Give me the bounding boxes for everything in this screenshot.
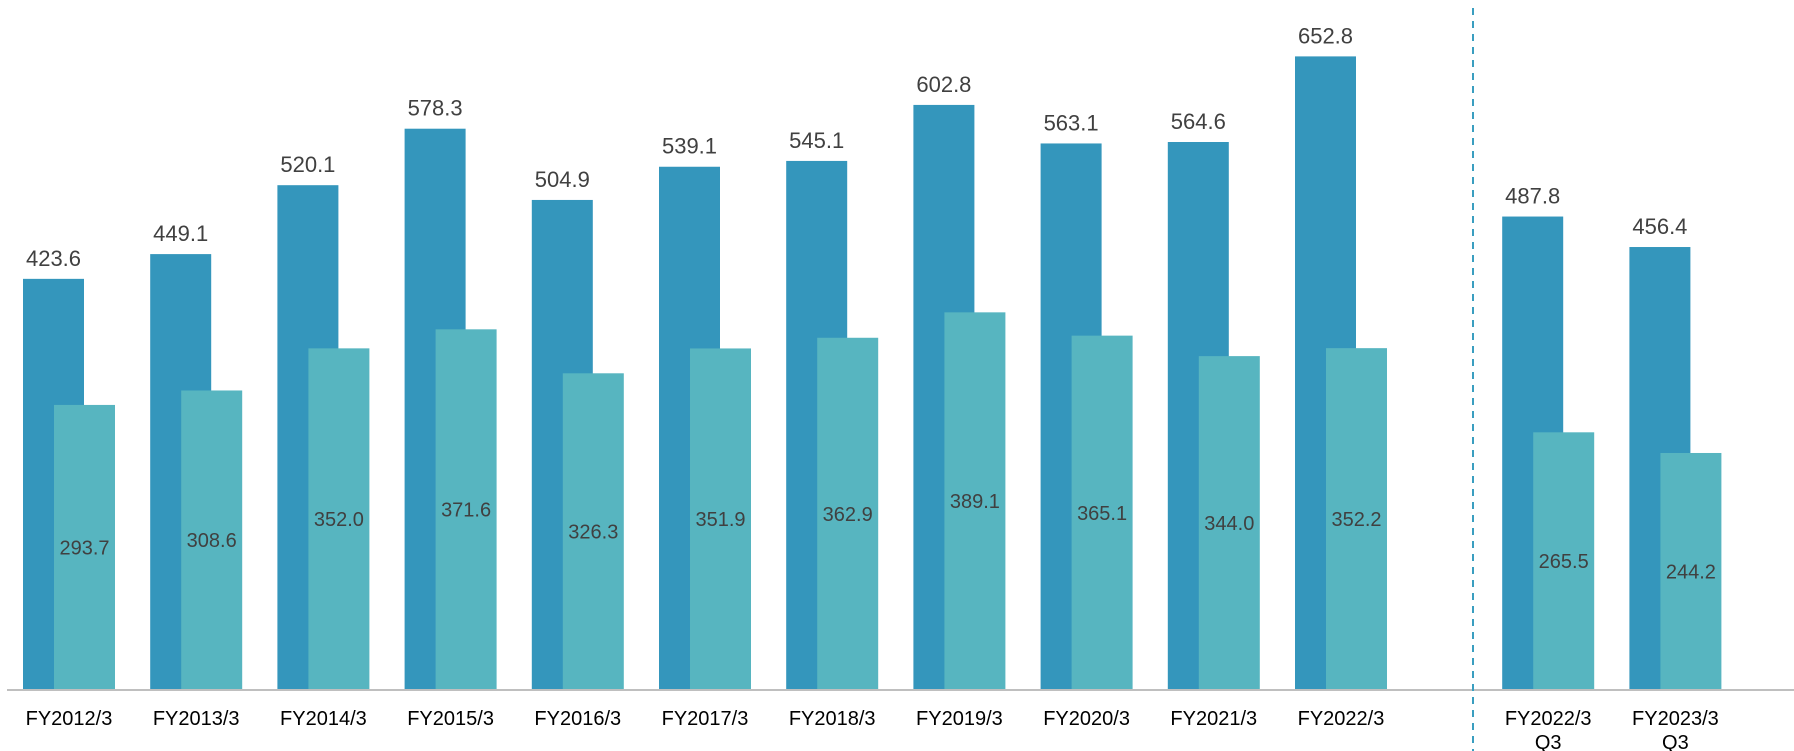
x-tick-label: FY2017/3: [662, 708, 749, 730]
data-label-series-2: 326.3: [568, 522, 618, 544]
data-label-series-2: 265.5: [1539, 551, 1589, 573]
x-tick-label: FY2013/3: [153, 708, 240, 730]
data-label-series-2: 352.0: [314, 509, 364, 531]
data-label-series-1: 545.1: [789, 128, 844, 153]
bar-series-2: [1198, 356, 1260, 690]
x-tick-label: FY2022/3 Q3: [1505, 708, 1592, 751]
x-tick-label: FY2016/3: [534, 708, 621, 730]
bar-series-2: [435, 329, 497, 690]
bar-series-2: [1071, 335, 1133, 690]
bar-series-2: [308, 348, 370, 690]
data-label-series-1: 652.8: [1298, 23, 1353, 48]
bar-series-2: [562, 373, 624, 690]
data-label-series-1: 539.1: [662, 134, 717, 159]
data-label-series-1: 564.6: [1171, 109, 1226, 134]
bar-series-2: [690, 348, 751, 690]
data-label-series-2: 293.7: [59, 537, 109, 559]
data-label-series-1: 520.1: [280, 152, 335, 177]
x-tick-label: FY2012/3: [26, 708, 113, 730]
data-label-series-2: 365.1: [1077, 503, 1127, 525]
bar-series-2: [817, 337, 879, 690]
x-tick-label: FY2022/3: [1298, 708, 1385, 730]
data-label-series-1: 578.3: [408, 96, 463, 121]
data-label-series-2: 244.2: [1666, 561, 1716, 583]
data-label-series-2: 351.9: [695, 509, 745, 531]
bars-layer: [23, 56, 1722, 691]
labels-layer: 423.6 293.7 449.1 308.6 520.1 352.0 578.3 371.6…: [26, 23, 1716, 583]
x-tick-label: FY2020/3: [1043, 708, 1130, 730]
data-label-series-1: 423.6: [26, 246, 81, 271]
data-label-series-2: 371.6: [441, 500, 491, 522]
x-tick-label: FY2014/3: [280, 708, 367, 730]
data-label-series-2: 308.6: [187, 530, 237, 552]
data-label-series-1: 449.1: [153, 221, 208, 246]
bar-series-2: [1533, 432, 1595, 690]
data-label-series-2: 389.1: [950, 491, 1000, 513]
bar-series-2: [1660, 452, 1722, 690]
data-label-series-2: 352.2: [1331, 509, 1381, 531]
data-label-series-1: 563.1: [1044, 110, 1099, 135]
axis-layer: FY2012/3 FY2013/3 FY2014/3 FY2015/3 FY2016/3…: [7, 8, 1794, 751]
bar-series-2: [1326, 348, 1387, 690]
data-label-series-2: 344.0: [1204, 513, 1254, 535]
bar-series-2: [944, 312, 1006, 690]
x-tick-label: FY2018/3: [789, 708, 876, 730]
data-label-series-1: 504.9: [535, 167, 590, 192]
x-tick-label: FY2021/3: [1170, 708, 1257, 730]
x-tick-label: FY2019/3: [916, 708, 1003, 730]
bar-series-2: [181, 390, 243, 690]
bar-series-2: [54, 404, 115, 690]
data-label-series-1: 456.4: [1632, 214, 1687, 239]
x-tick-label: FY2015/3: [407, 708, 494, 730]
x-tick-label: FY2023/3 Q3: [1632, 708, 1719, 751]
data-label-series-1: 602.8: [916, 72, 971, 97]
data-label-series-2: 362.9: [823, 504, 873, 526]
data-label-series-1: 487.8: [1505, 184, 1560, 209]
